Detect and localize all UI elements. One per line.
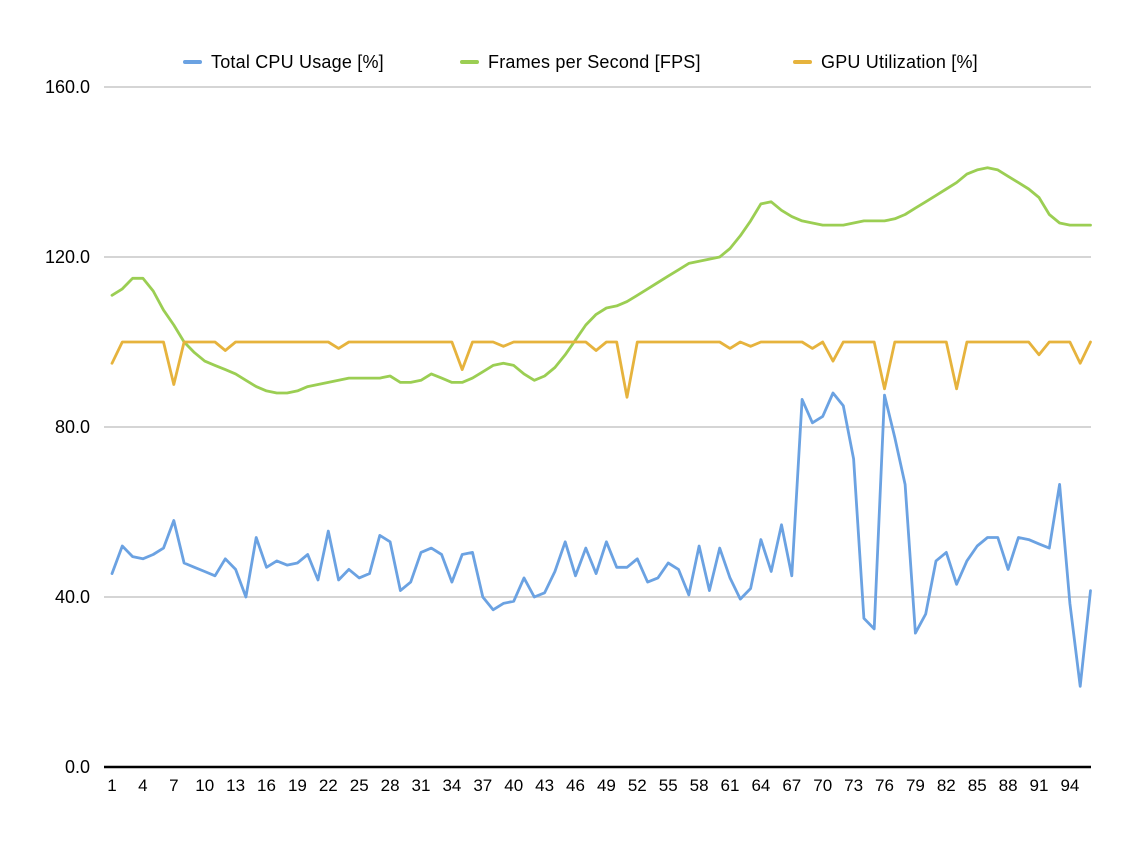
x-tick-label: 40 bbox=[504, 776, 523, 795]
x-tick-label: 22 bbox=[319, 776, 338, 795]
x-tick-label: 19 bbox=[288, 776, 307, 795]
x-tick-label: 79 bbox=[906, 776, 925, 795]
x-tick-label: 49 bbox=[597, 776, 616, 795]
series-line-cpu bbox=[110, 391, 1092, 688]
x-tick-label: 58 bbox=[690, 776, 709, 795]
x-tick-label: 43 bbox=[535, 776, 554, 795]
series-line-gpu bbox=[110, 340, 1092, 399]
legend-label-gpu: GPU Utilization [%] bbox=[821, 51, 978, 72]
x-tick-label: 34 bbox=[442, 776, 461, 795]
x-tick-label: 82 bbox=[937, 776, 956, 795]
x-tick-label: 7 bbox=[169, 776, 178, 795]
chart-legend: Total CPU Usage [%] Frames per Second [F… bbox=[0, 0, 1147, 80]
x-tick-label: 73 bbox=[844, 776, 863, 795]
y-tick-label: 40.0 bbox=[55, 587, 90, 607]
x-tick-label: 31 bbox=[412, 776, 431, 795]
x-tick-label: 13 bbox=[226, 776, 245, 795]
y-tick-label: 80.0 bbox=[55, 417, 90, 437]
x-tick-label: 70 bbox=[813, 776, 832, 795]
legend-label-cpu: Total CPU Usage [%] bbox=[211, 51, 384, 72]
x-tick-label: 91 bbox=[1030, 776, 1049, 795]
legend-swatch-gpu-icon bbox=[793, 60, 812, 64]
x-tick-label: 76 bbox=[875, 776, 894, 795]
x-tick-label: 52 bbox=[628, 776, 647, 795]
x-tick-label: 64 bbox=[751, 776, 770, 795]
x-tick-label: 37 bbox=[473, 776, 492, 795]
y-tick-label: 0.0 bbox=[65, 757, 90, 777]
x-tick-label: 67 bbox=[782, 776, 801, 795]
legend-item-cpu: Total CPU Usage [%] bbox=[183, 50, 384, 74]
x-tick-label: 10 bbox=[195, 776, 214, 795]
x-tick-label: 25 bbox=[350, 776, 369, 795]
x-tick-label: 46 bbox=[566, 776, 585, 795]
legend-item-fps: Frames per Second [FPS] bbox=[460, 50, 701, 74]
x-tick-label: 4 bbox=[138, 776, 147, 795]
legend-item-gpu: GPU Utilization [%] bbox=[793, 50, 978, 74]
series-line-fps bbox=[110, 166, 1092, 395]
y-tick-label: 160.0 bbox=[45, 77, 90, 97]
x-tick-label: 61 bbox=[721, 776, 740, 795]
x-tick-label: 88 bbox=[999, 776, 1018, 795]
x-tick-label: 1 bbox=[107, 776, 116, 795]
legend-swatch-fps-icon bbox=[460, 60, 479, 64]
x-tick-label: 94 bbox=[1060, 776, 1079, 795]
x-tick-label: 55 bbox=[659, 776, 678, 795]
y-tick-label: 120.0 bbox=[45, 247, 90, 267]
x-tick-label: 28 bbox=[381, 776, 400, 795]
x-tick-label: 16 bbox=[257, 776, 276, 795]
legend-label-fps: Frames per Second [FPS] bbox=[488, 51, 701, 72]
x-tick-label: 85 bbox=[968, 776, 987, 795]
legend-swatch-cpu-icon bbox=[183, 60, 202, 64]
